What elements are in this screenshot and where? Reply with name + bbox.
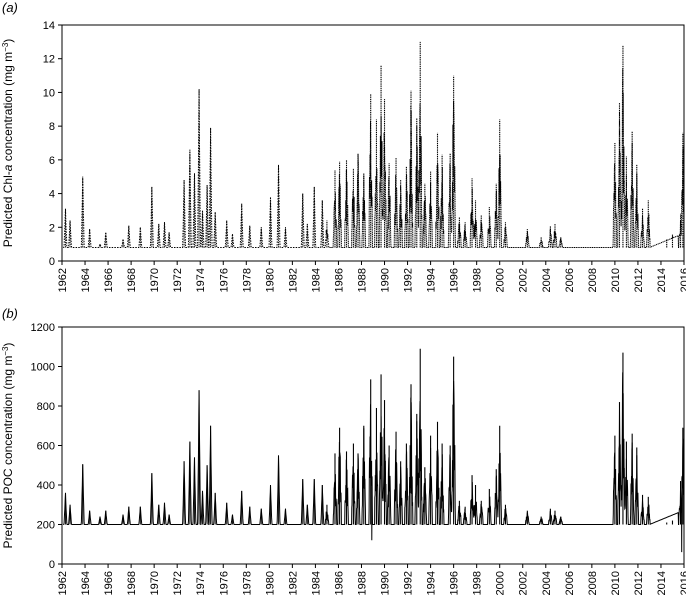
plot-frame [61, 24, 685, 262]
x-tick-label: 2002 [518, 571, 530, 595]
y-tick-label: 10 [43, 87, 55, 99]
y-tick-label: 0 [49, 559, 55, 571]
x-tick-label: 1990 [380, 571, 392, 595]
x-tick-label: 2012 [633, 571, 645, 595]
x-tick-label: 1994 [426, 571, 438, 595]
x-tick-label: 1986 [333, 268, 345, 292]
chart-panel-b: (b) Predicted POC concentration (mg m−3) 0… [1, 306, 686, 595]
y-tick-label: 800 [37, 401, 55, 413]
x-tick-label: 1962 [57, 571, 69, 595]
x-tick-label: 1986 [333, 571, 345, 595]
x-tick-label: 1974 [195, 571, 207, 595]
x-tick-label: 2012 [633, 268, 645, 292]
series-early-segment [63, 390, 330, 525]
x-tick-label: 2010 [610, 268, 622, 292]
x-tick-label: 1970 [149, 571, 161, 595]
x-tick-label: 1962 [57, 268, 69, 292]
panel-label: (b) [2, 306, 18, 321]
x-tick-label: 1978 [241, 571, 253, 595]
x-tick-label: 2016 [679, 268, 686, 292]
x-tick-label: 1980 [264, 268, 276, 292]
x-tick-label: 1992 [403, 571, 415, 595]
x-tick-label: 2002 [518, 268, 530, 292]
x-tick-label: 1976 [218, 268, 230, 292]
x-tick-label: 1992 [403, 268, 415, 292]
x-tick-label: 1994 [426, 268, 438, 292]
x-tick-label: 2008 [587, 571, 599, 595]
y-tick-label: 8 [49, 121, 55, 133]
series-line [63, 348, 685, 553]
x-tick-label: 1984 [310, 268, 322, 292]
y-tick-label: 6 [49, 155, 55, 167]
x-tick-label: 2016 [679, 571, 686, 595]
plot-frame [61, 326, 685, 565]
x-tick-label: 1966 [103, 571, 115, 595]
x-tick-label: 2014 [656, 268, 668, 292]
series-late-segment [329, 68, 685, 248]
y-tick-label: 2 [49, 222, 55, 234]
y-tick-label: 0 [49, 256, 55, 268]
y-tick-label: 14 [43, 20, 55, 32]
x-tick-label: 1980 [264, 571, 276, 595]
y-tick-label: 600 [37, 441, 55, 453]
x-tick-label: 2010 [610, 571, 622, 595]
y-axis-title: Predicted POC concentration (mg m−3) [1, 343, 16, 549]
x-tick-label: 2008 [587, 268, 599, 292]
panel-label: (a) [2, 0, 18, 15]
x-tick-label: 1964 [80, 571, 92, 595]
y-tick-label: 12 [43, 54, 55, 66]
chart-panel-a: (a) Predicted Chl-a concentration (mg m−3… [1, 0, 686, 292]
x-tick-label: 1968 [126, 571, 138, 595]
y-tick-label: 400 [37, 480, 55, 492]
x-tick-label: 2004 [541, 571, 553, 595]
x-tick-label: 2006 [564, 571, 576, 595]
x-tick-label: 1966 [103, 268, 115, 292]
x-tick-label: 1988 [356, 268, 368, 292]
y-tick-label: 200 [37, 520, 55, 532]
series-line [63, 41, 685, 248]
x-tick-label: 2004 [541, 268, 553, 292]
x-tick-label: 2000 [495, 571, 507, 595]
x-tick-label: 1970 [149, 268, 161, 292]
x-tick-label: 1968 [126, 268, 138, 292]
x-tick-label: 1996 [449, 571, 461, 595]
series-late-segment [329, 372, 685, 553]
series-early-segment [63, 89, 330, 248]
x-tick-label: 2000 [495, 268, 507, 292]
y-tick-label: 1000 [31, 362, 55, 374]
x-tick-label: 1978 [241, 268, 253, 292]
y-tick-label: 1200 [31, 322, 55, 334]
x-tick-label: 1998 [472, 571, 484, 595]
y-axis-title: Predicted Chl-a concentration (mg m−3) [1, 39, 16, 248]
x-tick-label: 1976 [218, 571, 230, 595]
x-tick-label: 1990 [380, 268, 392, 292]
x-tick-label: 1996 [449, 268, 461, 292]
x-tick-label: 1972 [172, 268, 184, 292]
x-tick-label: 1982 [287, 268, 299, 292]
x-tick-label: 1972 [172, 571, 184, 595]
x-tick-label: 1984 [310, 571, 322, 595]
y-tick-label: 4 [49, 189, 55, 201]
x-tick-label: 1998 [472, 268, 484, 292]
x-tick-label: 1988 [356, 571, 368, 595]
x-tick-label: 1964 [80, 268, 92, 292]
x-tick-label: 2014 [656, 571, 668, 595]
x-tick-label: 2006 [564, 268, 576, 292]
x-tick-label: 1982 [287, 571, 299, 595]
x-tick-label: 1974 [195, 268, 207, 292]
